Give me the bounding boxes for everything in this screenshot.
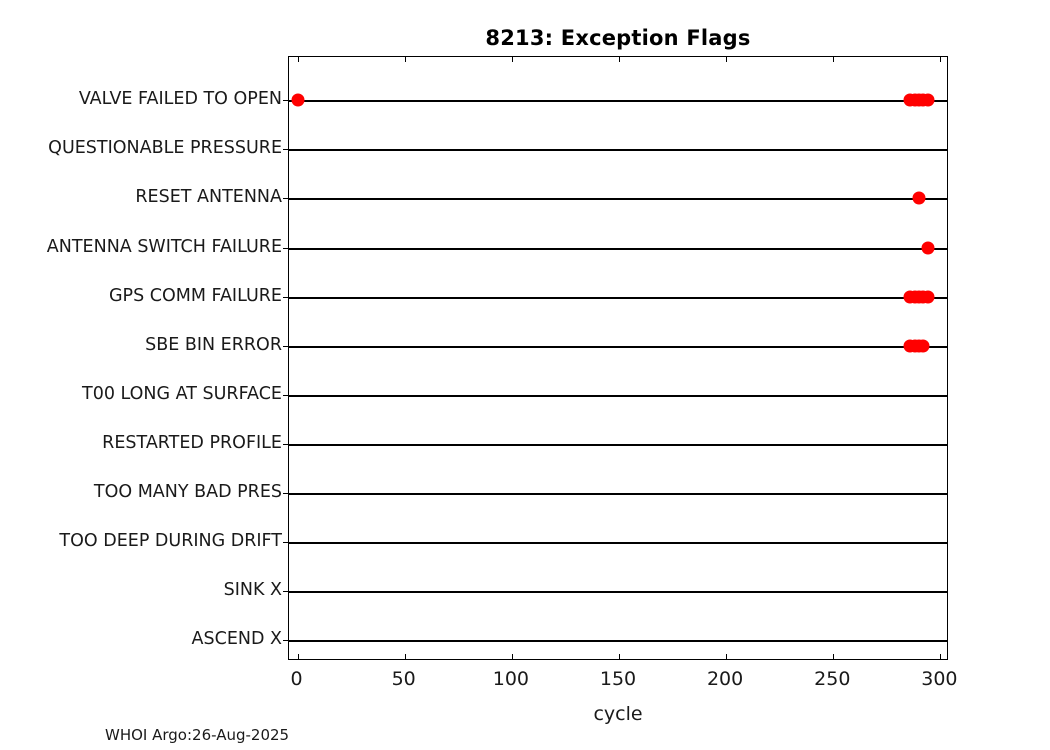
x-axis-tick-top: [619, 56, 620, 62]
x-axis-tick: [833, 654, 835, 660]
y-axis-tick-label: TOO MANY BAD PRES: [93, 482, 282, 503]
x-axis-tick-label: 300: [921, 668, 958, 690]
y-axis-tick-label: ANTENNA SWITCH FAILURE: [46, 236, 282, 257]
page-title: 8213: Exception Flags: [485, 26, 751, 50]
category-baseline: [289, 100, 947, 103]
y-axis-tick: [283, 345, 289, 347]
data-point-marker[interactable]: [921, 290, 935, 304]
y-axis-tick-label: RESET ANTENNA: [135, 187, 282, 208]
footer-note: WHOI Argo:26-Aug-2025: [105, 726, 290, 744]
x-axis-tick-label: 100: [492, 668, 530, 690]
category-baseline: [289, 493, 947, 496]
y-axis-tick: [283, 247, 289, 249]
data-point-marker[interactable]: [916, 339, 930, 353]
x-axis-tick-top: [511, 56, 513, 62]
x-axis-tick: [297, 654, 299, 660]
y-axis-tick: [283, 149, 289, 151]
y-axis-tick: [283, 640, 289, 642]
y-axis-tick-label: SINK X: [223, 580, 282, 601]
y-axis-tick-label: VALVE FAILED TO OPEN: [78, 89, 282, 110]
y-axis-tick: [283, 100, 289, 102]
x-axis-tick: [619, 654, 620, 660]
y-axis-tick: [283, 493, 289, 495]
x-axis-tick-top: [833, 56, 835, 62]
category-baseline: [289, 591, 947, 594]
x-axis-tick-top: [297, 56, 299, 62]
x-axis-tick-label: 0: [290, 668, 303, 690]
plot-area[interactable]: [283, 56, 948, 660]
data-point-marker[interactable]: [921, 93, 935, 107]
x-axis-tick-label: 200: [706, 668, 744, 690]
category-baseline: [289, 542, 947, 545]
data-point-marker[interactable]: [291, 93, 305, 107]
x-axis-tick-label: 250: [814, 668, 851, 690]
y-axis-tick: [283, 198, 289, 200]
y-axis-tick: [283, 444, 289, 445]
x-axis-tick: [404, 654, 406, 660]
x-axis-tick: [726, 654, 728, 660]
y-axis-tick: [283, 542, 289, 544]
category-baseline: [289, 247, 947, 250]
x-axis-tick-label: 150: [599, 668, 637, 690]
x-axis-tick: [940, 654, 942, 660]
y-axis-tick-label: SBE BIN ERROR: [145, 334, 282, 355]
x-axis-tick-label: 50: [391, 668, 416, 690]
category-baseline: [289, 640, 947, 643]
y-axis-tick-label: TOO DEEP DURING DRIFT: [59, 531, 282, 552]
y-axis-tick-label: GPS COMM FAILURE: [108, 285, 282, 306]
y-axis-tick: [283, 591, 289, 593]
category-baseline: [289, 198, 947, 201]
category-baseline: [289, 444, 947, 446]
y-axis-tick: [283, 296, 289, 298]
y-axis-tick-label: T00 LONG AT SURFACE: [82, 383, 282, 404]
x-axis-tick-top: [726, 56, 728, 62]
x-axis-tick-top: [404, 56, 406, 62]
data-point-marker[interactable]: [921, 241, 935, 254]
y-axis-tick-label: QUESTIONABLE PRESSURE: [48, 138, 282, 159]
y-axis-tick-labels: VALVE FAILED TO OPEN QUESTIONABLE PRESSUR…: [0, 56, 288, 660]
y-axis-tick: [283, 394, 289, 396]
data-point-marker[interactable]: [912, 191, 926, 205]
x-axis-tick: [511, 654, 513, 660]
category-baseline: [289, 394, 947, 397]
y-axis-tick-label: ASCEND X: [191, 629, 282, 650]
x-axis-tick-top: [940, 56, 942, 62]
category-baseline: [289, 296, 947, 299]
x-axis-title: cycle: [593, 703, 643, 725]
category-baseline: [289, 149, 947, 152]
category-baseline: [289, 345, 947, 348]
y-axis-tick-label: RESTARTED PROFILE: [102, 433, 282, 453]
